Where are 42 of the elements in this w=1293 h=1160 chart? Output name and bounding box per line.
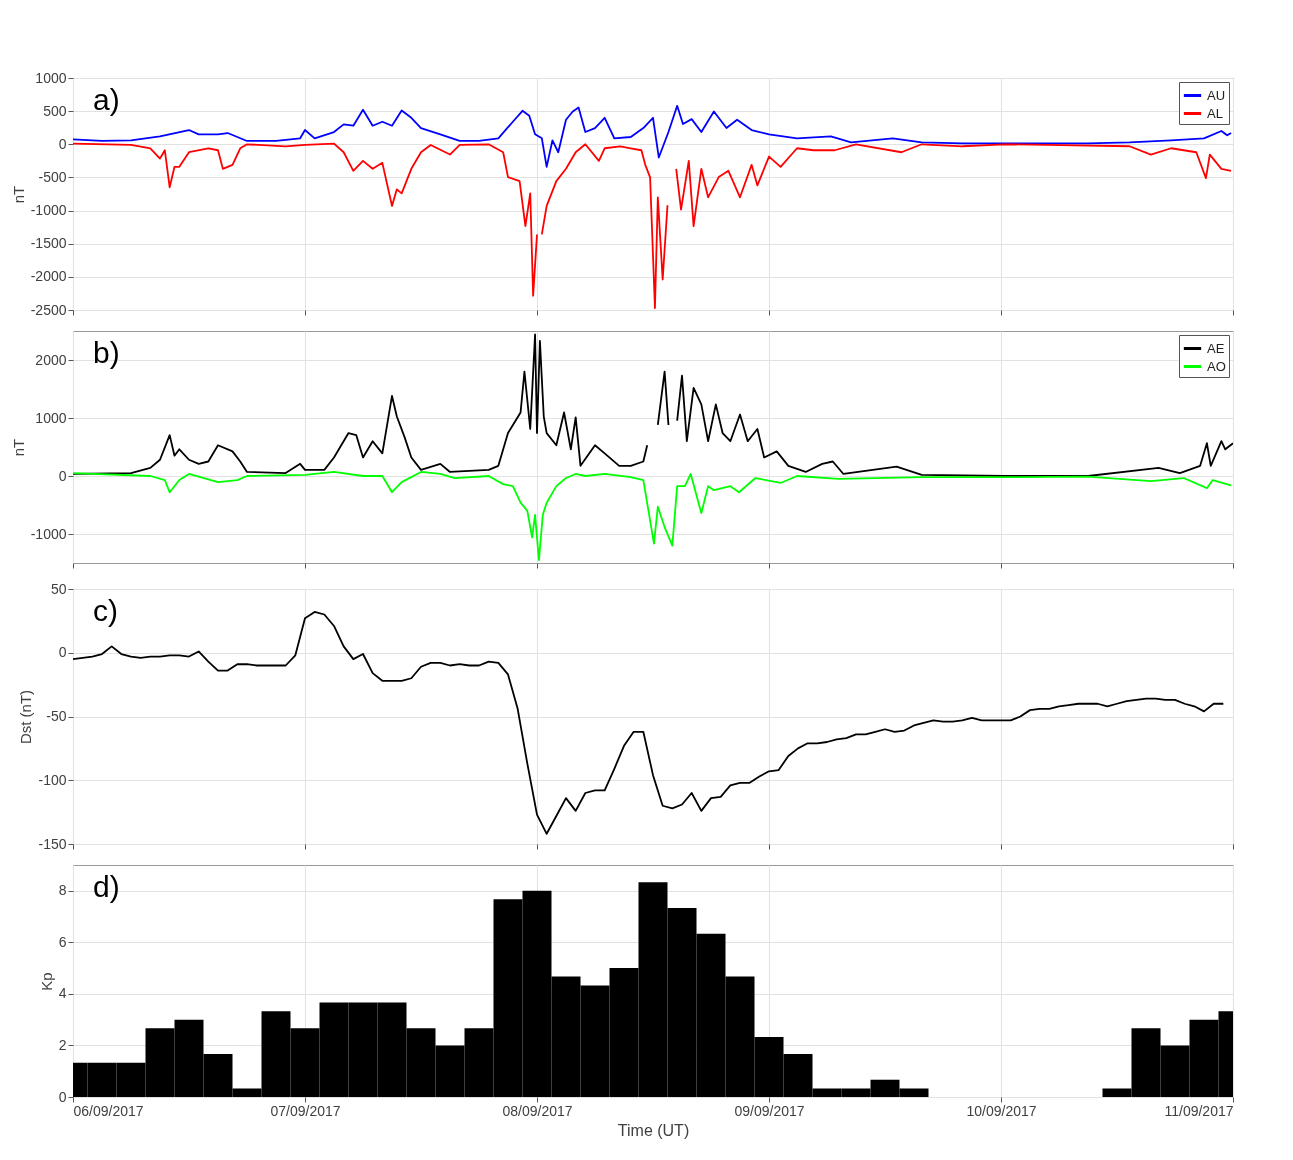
legend-label: AE <box>1207 340 1225 356</box>
legend-label: AO <box>1207 358 1226 374</box>
y-axis-title: nT <box>9 438 27 457</box>
line-series <box>73 471 1232 561</box>
x-axis-title: Time (UT) <box>617 1121 690 1139</box>
y-tick-label: -1000 <box>30 525 67 542</box>
y-tick-label: -150 <box>38 835 67 852</box>
y-tick-label: -50 <box>46 708 67 724</box>
y-tick-label: 2 <box>58 1036 67 1053</box>
y-axis-title: Kp <box>37 972 55 991</box>
y-tick-label: 500 <box>43 102 67 119</box>
y-tick-label: -500 <box>38 168 67 185</box>
y-tick-label: -1500 <box>30 235 67 252</box>
legend-label: AL <box>1207 105 1223 121</box>
y-tick-label: -2500 <box>30 301 67 318</box>
y-tick-label: -1000 <box>30 202 67 219</box>
y-axis-title: nT <box>9 185 27 204</box>
annotation: b) <box>93 336 120 369</box>
y-tick-label: 8 <box>58 882 67 899</box>
y-tick-label: -2000 <box>30 268 67 285</box>
x-tick-label: 07/09/2017 <box>270 1102 341 1119</box>
y-tick-label: -100 <box>38 771 67 788</box>
y-tick-label: 1000 <box>35 69 67 86</box>
y-tick-label: 1000 <box>35 409 67 426</box>
y-tick-label: 50 <box>50 580 67 597</box>
y-tick-label: 0 <box>58 644 67 661</box>
y-axis-title: Dst (nT) <box>17 689 35 745</box>
x-tick-label: 10/09/2017 <box>966 1102 1037 1119</box>
y-tick-label: 0 <box>58 1088 67 1105</box>
x-tick-label: 11/09/2017 <box>1164 1102 1234 1119</box>
y-tick-label: 6 <box>58 933 67 950</box>
y-tick-label: 0 <box>58 135 67 152</box>
annotation: c) <box>93 594 118 627</box>
y-tick-label: 2000 <box>35 351 67 368</box>
x-tick-label: 08/09/2017 <box>502 1102 573 1119</box>
y-tick-label: 4 <box>58 985 67 1002</box>
y-tick-label: 0 <box>58 467 67 484</box>
x-tick-label: 06/09/2017 <box>73 1102 144 1119</box>
annotation: a) <box>93 83 120 116</box>
annotation: d) <box>93 870 120 903</box>
x-tick-label: 09/09/2017 <box>734 1102 805 1119</box>
legend-label: AU <box>1207 87 1226 103</box>
